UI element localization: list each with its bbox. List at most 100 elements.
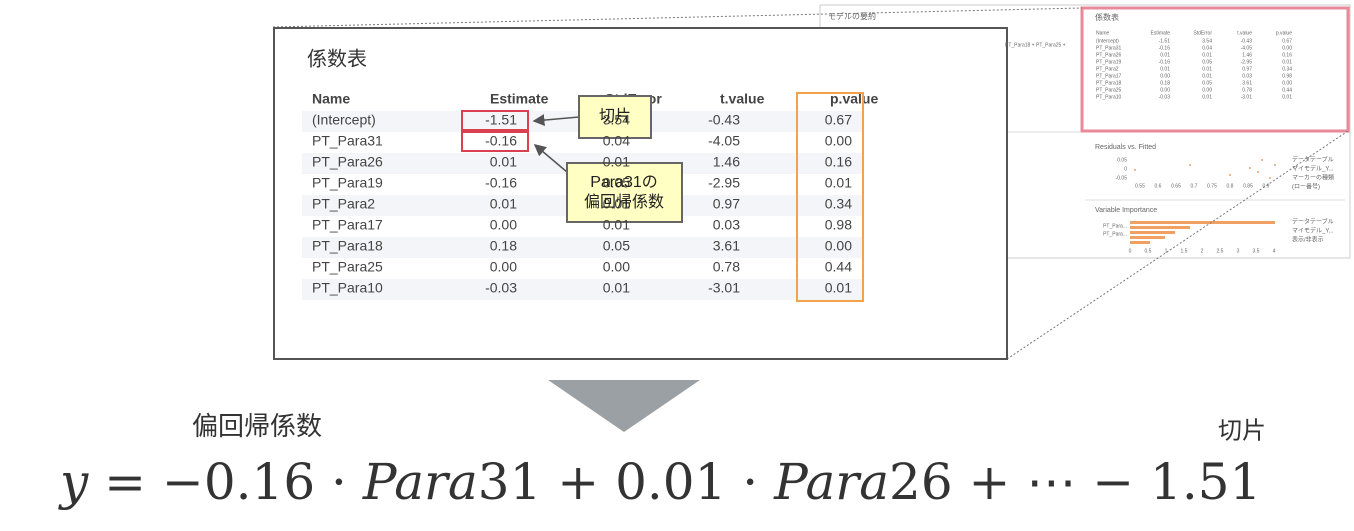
callout-box — [578, 95, 652, 139]
callout-text: 切片 — [599, 107, 631, 125]
table-cell: -0.16 — [485, 133, 517, 149]
pvalue-highlight — [796, 92, 864, 302]
thumb-cell: -3.01 — [1241, 94, 1253, 100]
thumb-tick: 0.5 — [1145, 248, 1152, 254]
callout-arrow — [532, 114, 580, 127]
table-cell: 0.01 — [490, 196, 517, 212]
thumb-cell: PT_Para19 — [1096, 59, 1122, 65]
thumb-tick: 0.05 — [1117, 157, 1127, 163]
table-cell: -3.01 — [708, 280, 740, 296]
thumb-cell: PT_Para17 — [1096, 73, 1122, 79]
thumb-cell: 0.01 — [1202, 73, 1212, 79]
table-cell: 0.98 — [825, 217, 852, 233]
thumb-cell: 0.67 — [1282, 38, 1292, 44]
thumb-cell: -2.95 — [1241, 59, 1253, 65]
zoom-line — [1006, 130, 1349, 360]
table-cell: 3.54 — [603, 112, 630, 128]
table-cell: 0.05 — [603, 175, 630, 191]
equation-part: Para — [773, 453, 889, 511]
table-cell: 0.67 — [825, 112, 852, 128]
thumb-cell: 1.46 — [1242, 52, 1252, 58]
table-cell: 0.00 — [825, 238, 852, 254]
table-cell: PT_Para19 — [312, 175, 383, 191]
thumb-tick: 0.65 — [1171, 183, 1181, 189]
table-cell: 0.01 — [603, 196, 630, 212]
thumb-tick: 3.5 — [1253, 248, 1260, 254]
thumb-cell: -0.43 — [1241, 38, 1253, 44]
thumb-cell: -4.05 — [1241, 45, 1253, 51]
equation-part: Para — [362, 453, 478, 511]
table-cell: PT_Para17 — [312, 217, 383, 233]
table-cell: 0.00 — [490, 217, 517, 233]
thumb-tick: 0 — [1124, 166, 1127, 172]
table-cell: PT_Para31 — [312, 133, 383, 149]
callout-arrow — [533, 144, 568, 173]
thumb-header: Name — [1096, 30, 1110, 36]
table-cell: 0.18 — [490, 238, 517, 254]
thumb-cell: -1.51 — [1159, 38, 1171, 44]
thumb-table-title: 係数表 — [1095, 12, 1119, 22]
thumb-cell: 0.01 — [1160, 66, 1170, 72]
thumb-side: データテーブル — [1292, 218, 1334, 226]
thumb-cell: 0.97 — [1242, 66, 1252, 72]
thumb-formula: PT_Para18 + PT_Para25 + — [1005, 42, 1066, 48]
thumb-cell: 0.34 — [1282, 66, 1292, 72]
thumb-header: p.value — [1276, 30, 1292, 36]
table-cell: 0.03 — [713, 217, 740, 233]
thumb-cell: 0.01 — [1202, 52, 1212, 58]
table-cell: PT_Para26 — [312, 154, 383, 170]
thumb-cell: 0.78 — [1242, 87, 1252, 93]
thumb-side: マイモデル_Y... — [1292, 227, 1334, 235]
thumb-residuals-title: Residuals vs. Fitted — [1095, 144, 1156, 151]
thumb-tick: 0.55 — [1135, 183, 1145, 189]
thumb-cell: 0.03 — [1242, 73, 1252, 79]
table-cell: -4.05 — [708, 133, 740, 149]
panel-title: 係数表 — [307, 47, 367, 70]
table-cell: 0.97 — [713, 196, 740, 212]
residual-dots — [1134, 159, 1276, 179]
table-cell: 0.44 — [825, 259, 852, 275]
zoom-line — [272, 7, 1083, 28]
table-cell: (Intercept) — [312, 112, 376, 128]
table-cell: 0.01 — [825, 280, 852, 296]
thumb-cell: PT_Para2 — [1096, 66, 1119, 72]
thumb-cell: PT_Para31 — [1096, 45, 1122, 51]
thumb-cell: 0.98 — [1282, 73, 1292, 79]
thumb-side: (ロー番号) — [1292, 184, 1320, 191]
thumb-cell: 0.05 — [1202, 59, 1212, 65]
table-cell: 1.46 — [713, 154, 740, 170]
table-cell: 0.01 — [603, 280, 630, 296]
thumb-cell: 0.05 — [1202, 80, 1212, 86]
thumb-tick: 0.8 — [1227, 183, 1234, 189]
equation-part: 26 + ⋯ − 1.51 — [889, 453, 1261, 511]
thumb-side: 表示/非表示 — [1292, 236, 1324, 244]
table-cell: -2.95 — [708, 175, 740, 191]
thumb-header: StdError — [1193, 30, 1212, 36]
thumb-cell: -0.16 — [1159, 45, 1171, 51]
thumb-title: モデルの要約 — [828, 11, 876, 21]
table-cell: 0.34 — [825, 196, 852, 212]
thumb-tick: 0.9 — [1263, 183, 1270, 189]
thumb-tick: 0.75 — [1207, 183, 1217, 189]
table-cell: PT_Para2 — [312, 196, 375, 212]
thumb-tick: 3 — [1237, 248, 1240, 254]
intercept-label: 切片 — [1218, 417, 1266, 444]
equation: y = −0.16 · Para31 + 0.01 · Para26 + ⋯ −… — [58, 453, 1261, 511]
thumb-cell: 3.54 — [1202, 38, 1212, 44]
thumb-tick: 0 — [1129, 248, 1132, 254]
thumb-tick: 0.85 — [1243, 183, 1253, 189]
table-cell: 0.00 — [825, 133, 852, 149]
thumb-tick: 1.5 — [1181, 248, 1188, 254]
table-cell: -1.51 — [485, 112, 517, 128]
thumb-cell: 0.00 — [1282, 80, 1292, 86]
thumb-cell: (Intercept) — [1096, 38, 1119, 44]
thumb-tick: 0.7 — [1191, 183, 1198, 189]
table-cell: -0.16 — [485, 175, 517, 191]
column-header: Estimate — [490, 91, 549, 107]
table-cell: 0.01 — [603, 217, 630, 233]
importance-bars — [1130, 221, 1275, 244]
thumb-side: マイモデル_Y... — [1292, 165, 1334, 173]
thumb-tick: 4 — [1273, 248, 1276, 254]
table-cell: 0.04 — [603, 133, 630, 149]
